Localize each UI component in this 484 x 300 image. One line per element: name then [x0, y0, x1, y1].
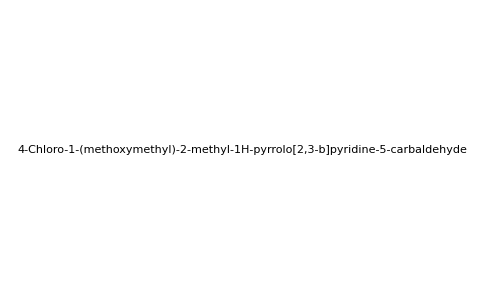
Text: 4-Chloro-1-(methoxymethyl)-2-methyl-1H-pyrrolo[2,3-b]pyridine-5-carbaldehyde: 4-Chloro-1-(methoxymethyl)-2-methyl-1H-p… [17, 145, 467, 155]
